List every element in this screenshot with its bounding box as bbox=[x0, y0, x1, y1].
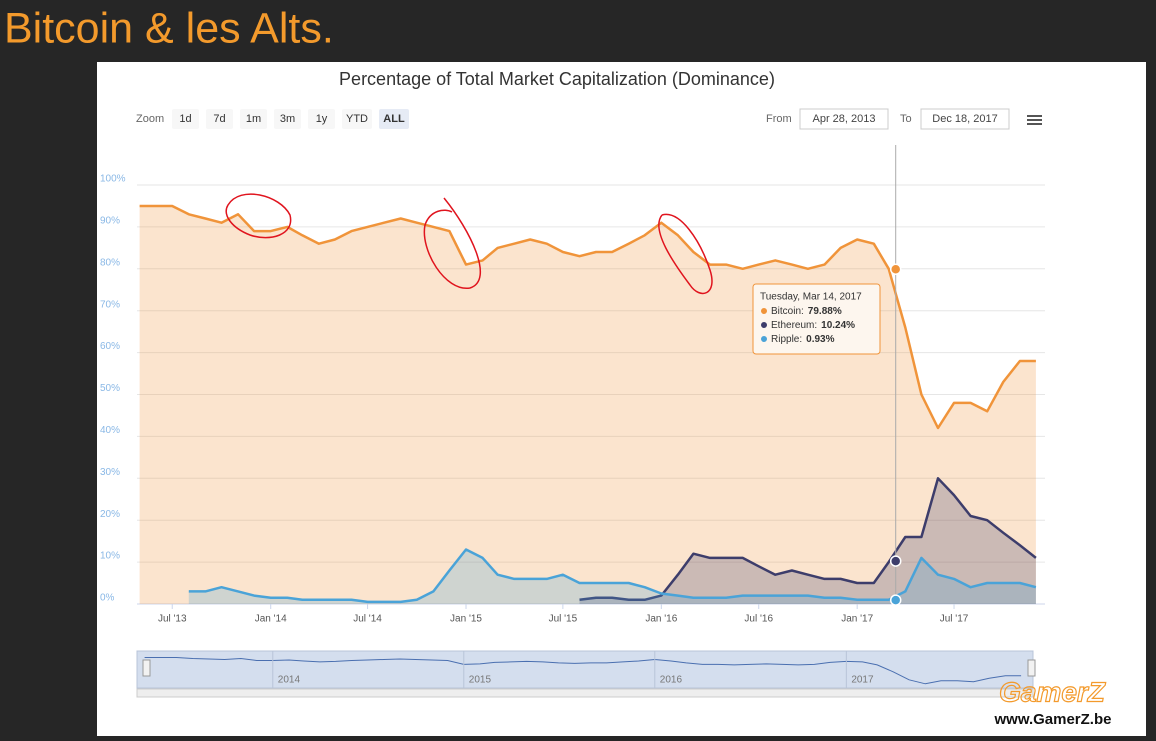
tooltip-row: Ethereum: 10.24% bbox=[771, 320, 855, 331]
tooltip: Tuesday, Mar 14, 2017 Bitcoin: 79.88% Ether… bbox=[752, 283, 881, 355]
tooltip-dot bbox=[761, 308, 767, 314]
navigator-label: 2016 bbox=[660, 675, 683, 686]
tooltip-value: 10.24% bbox=[821, 320, 855, 331]
tooltip-label: Ripple: bbox=[771, 334, 802, 345]
tooltip-row: Ripple: 0.93% bbox=[771, 334, 835, 345]
zoom-button-label[interactable]: ALL bbox=[383, 113, 405, 125]
navigator-line bbox=[144, 657, 1022, 685]
zoom-button-label[interactable]: 1m bbox=[246, 113, 261, 125]
y-tick-label: 50% bbox=[100, 383, 120, 394]
zoom-button[interactable] bbox=[342, 109, 372, 129]
tooltip-box bbox=[752, 283, 881, 355]
x-tick-label: Jan '15 bbox=[450, 614, 482, 625]
slide-title: Bitcoin & les Alts. bbox=[4, 4, 334, 52]
tooltip-dot bbox=[761, 336, 767, 342]
tooltip-row: Bitcoin: 79.88% bbox=[771, 306, 842, 317]
navigator-label: 2017 bbox=[851, 675, 874, 686]
y-tick-label: 90% bbox=[100, 216, 120, 227]
x-tick-label: Jan '16 bbox=[645, 614, 677, 625]
to-label: To bbox=[900, 113, 912, 125]
hand-circle bbox=[423, 197, 481, 289]
x-tick-label: Jul '13 bbox=[158, 614, 187, 625]
y-tick-label: 10% bbox=[100, 551, 120, 562]
zoom-button-label[interactable]: 1y bbox=[316, 113, 328, 125]
zoom-button[interactable] bbox=[240, 109, 267, 129]
tooltip-point bbox=[889, 555, 902, 567]
tooltip-value: 79.88% bbox=[808, 306, 842, 317]
chart-panel bbox=[97, 62, 1146, 736]
from-date[interactable]: Apr 28, 2013 bbox=[813, 113, 876, 125]
tooltip-point bbox=[889, 594, 902, 606]
to-date[interactable]: Dec 18, 2017 bbox=[932, 113, 997, 125]
x-tick-label: Jul '17 bbox=[940, 614, 969, 625]
tooltip-label: Ethereum: bbox=[771, 320, 817, 331]
watermark-brand: GamerZ bbox=[999, 676, 1106, 707]
y-tick-label: 70% bbox=[100, 299, 120, 310]
zoom-button-label[interactable]: 7d bbox=[213, 113, 225, 125]
annotations bbox=[225, 193, 713, 295]
to-input[interactable] bbox=[920, 108, 1010, 130]
navigator-label: 2014 bbox=[278, 675, 301, 686]
series-line bbox=[579, 477, 1037, 602]
zoom-button[interactable] bbox=[206, 109, 233, 129]
tooltip-point bbox=[889, 263, 902, 276]
x-tick-label: Jul '16 bbox=[744, 614, 773, 625]
hand-circle bbox=[658, 213, 713, 295]
watermark-url: www.GamerZ.be bbox=[994, 711, 1112, 728]
menu-icon[interactable] bbox=[1027, 115, 1042, 117]
zoom-button-label[interactable]: 3m bbox=[280, 113, 295, 125]
scrollbar[interactable] bbox=[136, 688, 1034, 698]
x-tick-label: Jan '17 bbox=[841, 614, 873, 625]
tooltip-date: Tuesday, Mar 14, 2017 bbox=[760, 292, 862, 303]
navigator-label: 2015 bbox=[469, 675, 492, 686]
from-label: From bbox=[766, 113, 792, 125]
menu-icon[interactable] bbox=[1027, 119, 1042, 121]
from-input[interactable] bbox=[799, 108, 889, 130]
y-tick-label: 40% bbox=[100, 425, 120, 436]
y-tick-label: 20% bbox=[100, 509, 120, 520]
y-tick-label: 80% bbox=[100, 257, 120, 268]
zoom-label: Zoom bbox=[136, 113, 164, 125]
y-tick-label: 60% bbox=[100, 341, 120, 352]
zoom-button[interactable] bbox=[308, 109, 335, 129]
x-tick-label: Jan '14 bbox=[255, 614, 287, 625]
zoom-button-label[interactable]: YTD bbox=[346, 113, 368, 125]
navigator-handle[interactable] bbox=[142, 659, 151, 677]
series-line bbox=[139, 204, 1036, 430]
zoom-button[interactable] bbox=[172, 109, 199, 129]
hand-circle bbox=[225, 193, 292, 239]
y-tick-label: 0% bbox=[100, 593, 115, 604]
x-tick-label: Jul '14 bbox=[353, 614, 382, 625]
y-tick-label: 30% bbox=[100, 467, 120, 478]
navigator-handle[interactable] bbox=[1027, 659, 1036, 677]
tooltip-label: Bitcoin: bbox=[771, 306, 804, 317]
zoom-button[interactable] bbox=[274, 109, 301, 129]
y-tick-label: 100% bbox=[100, 174, 126, 185]
x-tick-label: Jul '15 bbox=[549, 614, 578, 625]
menu-icon[interactable] bbox=[1027, 123, 1042, 125]
series-area bbox=[579, 478, 1036, 604]
tooltip-value: 0.93% bbox=[806, 334, 834, 345]
tooltip-dot bbox=[761, 322, 767, 328]
navigator bbox=[136, 650, 1034, 689]
zoom-button[interactable] bbox=[379, 109, 409, 129]
zoom-button-label[interactable]: 1d bbox=[179, 113, 191, 125]
chart-title: Percentage of Total Market Capitalizatio… bbox=[339, 69, 775, 89]
zoom-buttons: 1d 7d 1m 3m 1y YTD ALL bbox=[172, 109, 409, 129]
